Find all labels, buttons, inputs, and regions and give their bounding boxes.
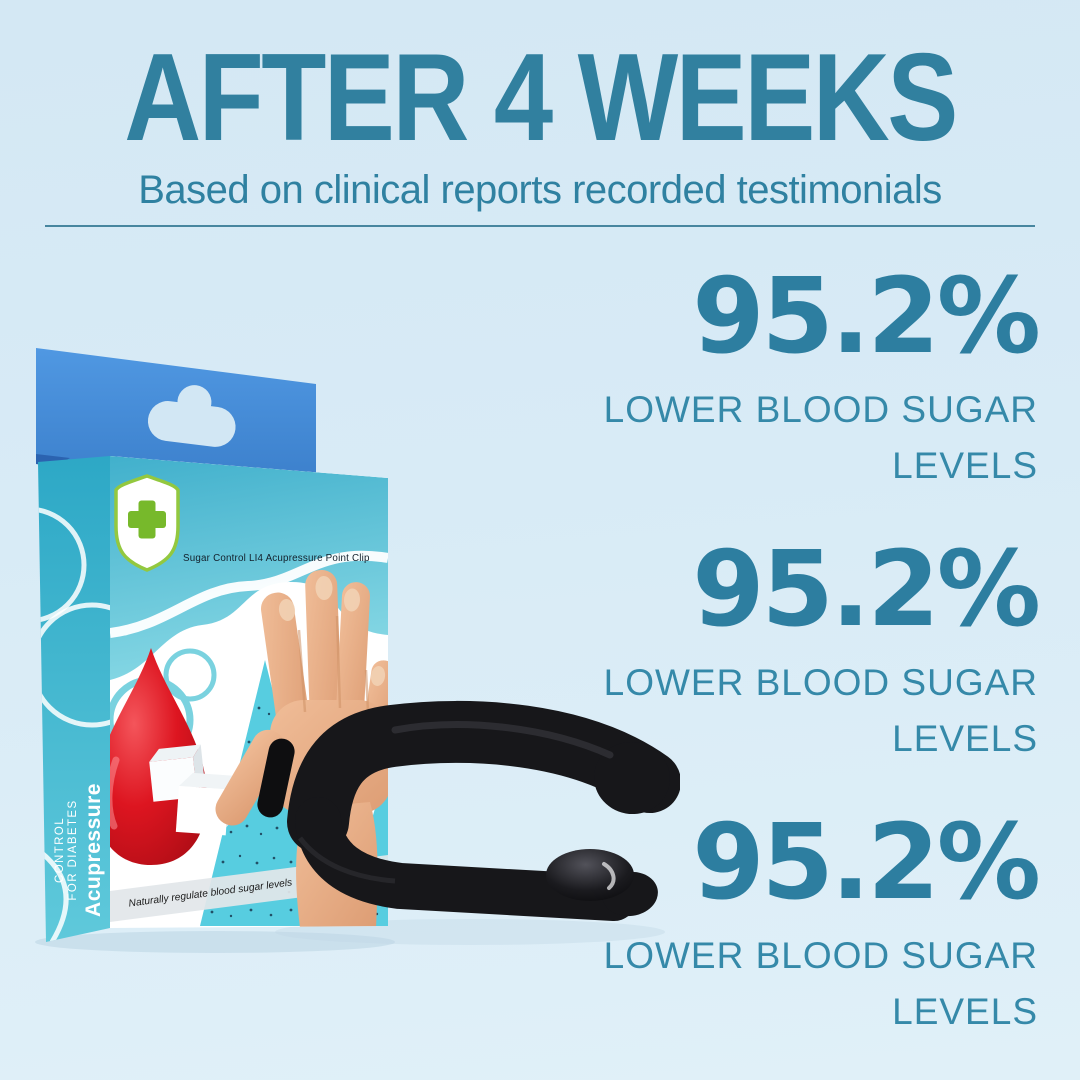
clip-top-sheen <box>391 721 614 759</box>
subheadline: Based on clinical reports recorded testi… <box>138 168 942 212</box>
divider <box>45 225 1035 227</box>
shield-cross-icon <box>114 474 180 572</box>
stat-value: 95.2% <box>692 528 1041 650</box>
stat-label: LOWER BLOOD SUGAR LEVELS <box>603 662 1038 759</box>
box-hang-tab <box>36 348 316 480</box>
stat-label: LOWER BLOOD SUGAR LEVELS <box>603 389 1038 486</box>
side-text-primary: Acupressure <box>82 783 105 917</box>
product-scene: Acupressure FOR DIABETES CONTROL Sugar C… <box>35 348 680 953</box>
header: AFTER 4 WEEKS Based on clinical reports … <box>0 0 1080 227</box>
box-side-text: Acupressure FOR DIABETES CONTROL <box>54 783 105 917</box>
stat-block-1: 95.2% LOWER BLOOD SUGAR LEVELS <box>558 255 1041 493</box>
headline: AFTER 4 WEEKS <box>124 29 958 167</box>
finger-shading <box>297 615 370 713</box>
fingernails <box>278 576 386 686</box>
stats-list: 95.2% LOWER BLOOD SUGAR LEVELS 95.2% LOW… <box>558 255 1041 1039</box>
side-panel-waves <box>38 506 110 942</box>
box-side-panel: Acupressure FOR DIABETES CONTROL <box>38 456 110 942</box>
stat-label: LOWER BLOOD SUGAR LEVELS <box>603 935 1038 1032</box>
dome-highlight <box>602 862 616 890</box>
front-wave-line <box>110 550 388 638</box>
clip-dome-button <box>546 849 634 901</box>
side-text-line2: CONTROL <box>54 817 66 883</box>
stat-value: 95.2% <box>692 255 1041 377</box>
side-text-line1: FOR DIABETES <box>67 799 79 900</box>
box-shadow <box>35 931 395 953</box>
stat-block-2: 95.2% LOWER BLOOD SUGAR LEVELS <box>558 528 1041 766</box>
clip-on-hand <box>257 738 295 818</box>
acupressure-clip-photo <box>287 700 680 921</box>
stat-block-3: 95.2% LOWER BLOOD SUGAR LEVELS <box>558 801 1041 1039</box>
clip-bend-sheen <box>297 836 396 884</box>
box-brand-line: Sugar Control LI4 Acupressure Point Clip <box>183 553 370 564</box>
stat-value: 95.2% <box>692 801 1041 923</box>
hang-hole-icon <box>147 385 236 447</box>
